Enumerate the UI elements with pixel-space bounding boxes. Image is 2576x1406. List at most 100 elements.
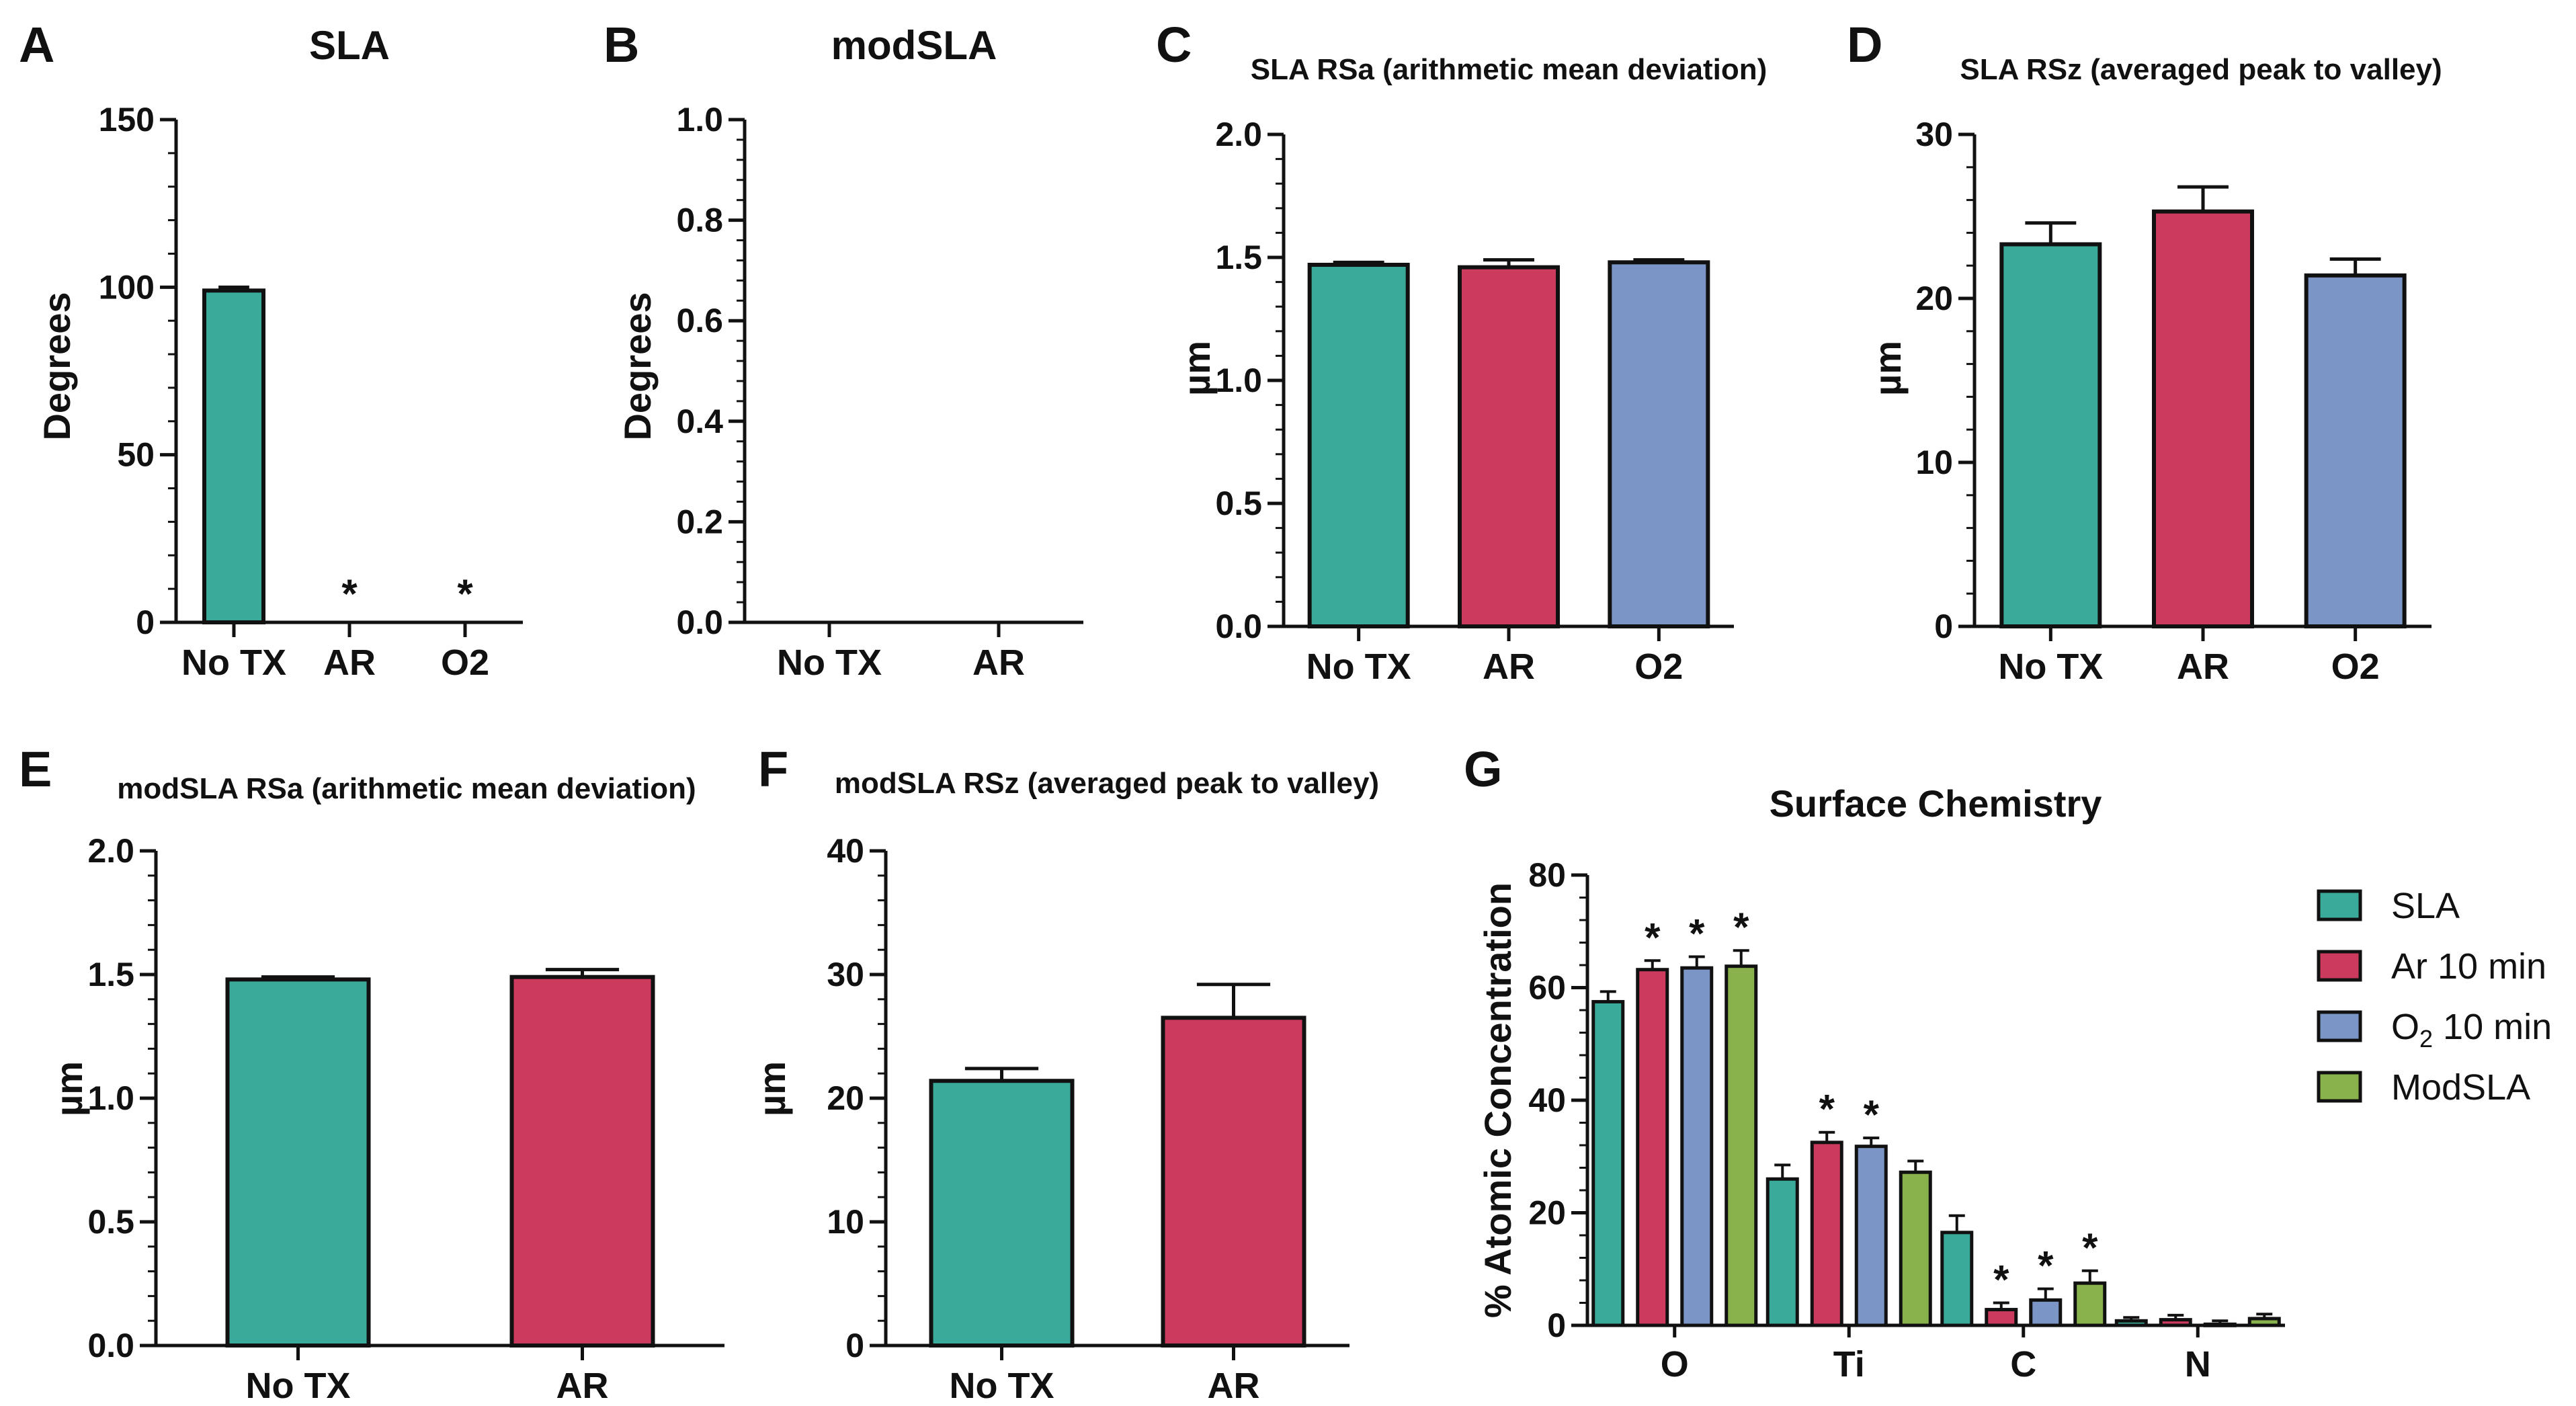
panel-letter: F [758,741,788,797]
y-tick-label: 30 [1915,116,1953,153]
bar [1161,1016,1306,1348]
bar [202,288,265,624]
x-tick-label: O2 [1634,647,1683,687]
bar [2073,1281,2107,1327]
panel-letter: G [1464,741,1503,797]
panel-c: C SLA RSa (arithmetic mean deviation) 0.0 0… [1156,17,1767,687]
x-tick-label: O [1661,1344,1689,1384]
bar [1810,1141,1843,1327]
y-tick-label: 10 [1915,444,1953,481]
y-tick-label: 0.6 [676,302,723,339]
panel-g: G Surface Chemistry 0 20 40 60 80% Atomic Conc… [1464,741,2552,1384]
chart-title: SLA [309,23,390,68]
significance-marker: * [2038,1243,2054,1288]
x-tick-label: AR [972,643,1025,683]
significance-marker: * [1819,1087,1835,1132]
significance-marker: * [1733,905,1749,950]
bar [1591,999,1625,1327]
x-tick-label: No TX [777,643,882,683]
y-tick-label: 50 [117,436,155,474]
bar [1608,260,1710,628]
legend-label: SLA [2391,886,2460,926]
bar [1899,1170,1932,1327]
bar [2247,1317,2281,1327]
x-tick-label: Ti [1833,1344,1865,1384]
x-tick-label: AR [2177,647,2229,687]
significance-marker: * [341,571,358,616]
legend-swatch [2317,1071,2362,1103]
x-tick-label: No TX [1998,647,2103,687]
y-tick-label: 10 [827,1203,864,1241]
y-tick-label: 0 [845,1327,864,1364]
legend-swatch [2317,889,2362,921]
y-tick-label: 2.0 [87,832,134,870]
legend-swatch [2317,1010,2362,1042]
panel-letter: E [19,741,52,797]
legend-swatch [2317,950,2362,982]
bar [1307,262,1410,629]
y-tick-label: 0 [1934,608,1953,645]
y-axis-label: µm [48,1061,90,1116]
bar [929,1079,1075,1348]
y-tick-label: 150 [99,101,155,138]
y-axis-label: µm [1175,341,1218,396]
x-tick-label: AR [1208,1366,1260,1406]
chart-title: modSLA RSz (averaged peak to valley) [835,767,1379,800]
bar [1999,242,2102,629]
x-tick-label: O2 [441,643,489,683]
x-tick-label: C [2010,1344,2036,1384]
y-tick-label: 100 [99,268,155,306]
bar [1854,1145,1888,1327]
legend-label: O2 10 min [2391,1007,2552,1052]
y-axis-label: Degrees [616,292,659,440]
y-tick-label: 0 [1547,1307,1566,1344]
y-tick-label: 0.5 [1215,485,1262,522]
y-axis-label: Degrees [36,292,78,440]
chart-title: modSLA RSa (arithmetic mean deviation) [117,772,696,805]
significance-marker: * [1689,911,1705,956]
legend-label: Ar 10 min [2391,946,2546,987]
panel-letter: D [1847,17,1882,73]
x-tick-label: AR [323,643,376,683]
y-axis-label: µm [1866,341,1909,396]
bar [1940,1231,1974,1327]
y-tick-label: 0.0 [87,1327,134,1364]
x-tick-label: AR [556,1366,609,1406]
x-tick-label: No TX [246,1366,351,1406]
significance-marker: * [1645,915,1661,960]
x-tick-label: No TX [950,1366,1054,1406]
bar [2159,1318,2192,1327]
bar [509,975,655,1348]
bar [2304,273,2407,628]
bar [2114,1319,2148,1327]
y-tick-label: 2.0 [1215,116,1262,153]
y-axis-label: % Atomic Concentration [1477,882,1519,1318]
legend-label-subscript: 2 [2419,1025,2433,1052]
bar [225,977,371,1348]
legend-label-main: O [2391,1007,2419,1047]
y-tick-label: 0.8 [676,202,723,239]
bar [1636,968,1669,1327]
x-tick-label: O2 [2331,647,2380,687]
y-tick-label: 30 [827,956,864,993]
y-tick-label: 80 [1528,856,1566,894]
x-tick-label: No TX [181,643,286,683]
y-tick-label: 1.0 [676,101,723,138]
panel-a: A SLA 0 50 100 150 Degrees No TX AR * O2 * [19,17,523,683]
bar [1765,1177,1799,1327]
y-tick-label: 0.0 [676,604,723,641]
panel-letter: A [19,17,54,73]
panel-letter: B [604,17,639,73]
legend: SLA Ar 10 min O2 10 min ModSLA [2317,886,2552,1108]
chart-title: SLA RSa (arithmetic mean deviation) [1251,53,1768,86]
chart-title: modSLA [831,23,997,68]
y-tick-label: 0.2 [676,503,723,540]
panel-d: D SLA RSz (averaged peak to valley) 0 10 20 3… [1847,17,2442,687]
bar [2029,1298,2063,1327]
significance-marker: * [1993,1257,2009,1302]
significance-marker: * [457,571,473,616]
